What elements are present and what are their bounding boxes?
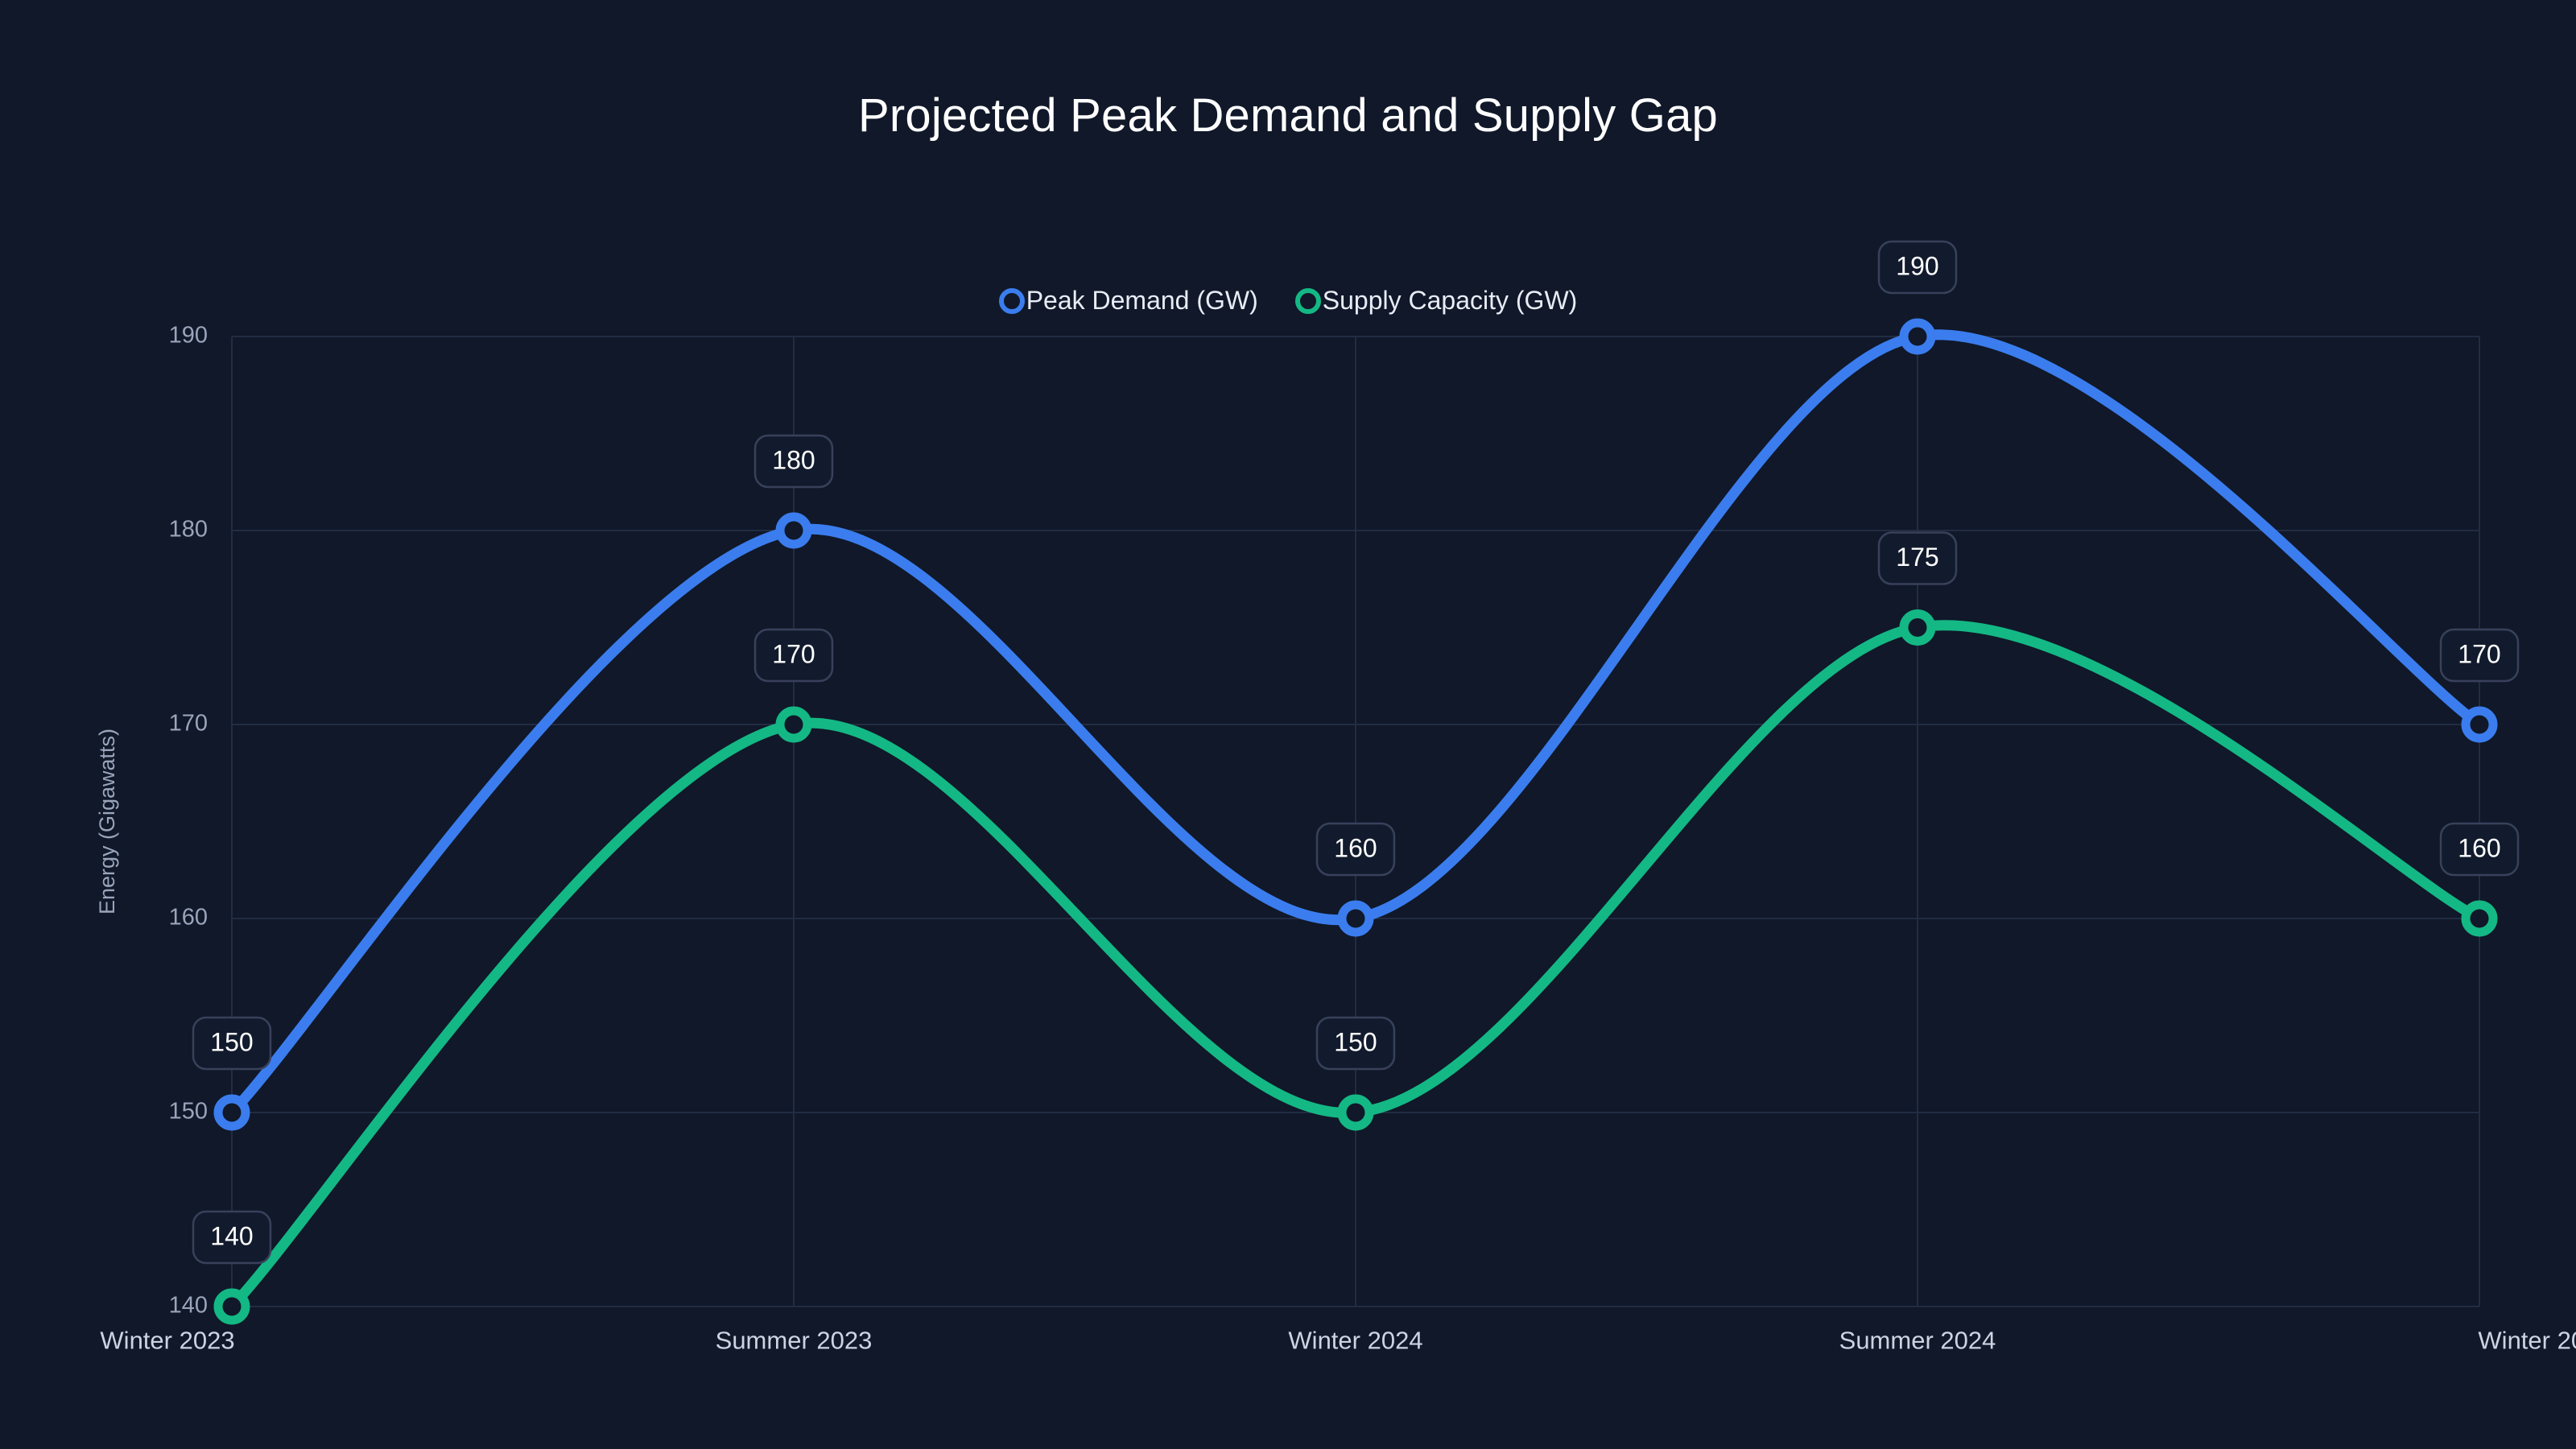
x-axis-tick-label: Winter 2023: [100, 1326, 234, 1354]
data-point-marker[interactable]: [1337, 1094, 1374, 1131]
data-label-value: 150: [210, 1027, 253, 1056]
gridlines: [231, 336, 2480, 1307]
data-point-marker[interactable]: [213, 1288, 250, 1325]
legend-item-supply-capacity[interactable]: Supply Capacity (GW): [1294, 286, 1578, 316]
data-point-marker[interactable]: [775, 512, 812, 549]
data-point-marker[interactable]: [1899, 318, 1936, 355]
data-label-value: 180: [772, 445, 815, 474]
x-axis-tick-label: Summer 2023: [716, 1326, 873, 1354]
legend-item-label: Supply Capacity (GW): [1322, 286, 1578, 315]
page-title: Projected Peak Demand and Supply Gap: [858, 89, 1718, 142]
data-label: 180: [753, 434, 834, 489]
data-label-value: 160: [1334, 833, 1377, 862]
data-label: 175: [1877, 531, 1958, 585]
y-axis-tick-label: 160: [169, 905, 208, 931]
data-label-value: 160: [2458, 833, 2500, 862]
data-label-value: 150: [1334, 1027, 1377, 1056]
y-axis-tick-label: 180: [169, 517, 208, 543]
data-label-value: 175: [1896, 543, 1938, 572]
data-label-box: [1315, 822, 1396, 877]
data-label-value: 140: [210, 1221, 253, 1250]
x-axis-ticks: Winter 2023 Summer 2023 Winter 2024 Summer …: [100, 1326, 2576, 1354]
data-label-box: [1315, 1016, 1396, 1071]
data-label: 150: [192, 1016, 272, 1071]
data-point-marker[interactable]: [1899, 609, 1936, 646]
series-markers[interactable]: [213, 318, 2498, 1325]
y-axis-ticks: 140 150 160 170 180 190: [169, 323, 208, 1319]
legend-marker-icon: [1294, 287, 1321, 314]
data-point-marker[interactable]: [1337, 900, 1374, 937]
data-label-box: [2439, 628, 2520, 683]
y-axis-tick-label: 140: [169, 1293, 208, 1319]
data-label-box: [753, 434, 834, 489]
data-label: 170: [753, 628, 834, 683]
data-label-value: 170: [772, 639, 815, 668]
legend-item-peak-demand[interactable]: Peak Demand (GW): [998, 286, 1258, 316]
x-axis-tick-label: Winter 2024: [1288, 1326, 1422, 1354]
data-point-marker[interactable]: [775, 706, 812, 743]
data-label-value: 170: [2458, 639, 2500, 668]
y-axis-tick-label: 150: [169, 1099, 208, 1125]
data-label-box: [2439, 822, 2520, 877]
data-label: 140: [192, 1210, 272, 1265]
x-axis-tick-label: Winter 2025: [2478, 1326, 2576, 1354]
data-label: 160: [2439, 822, 2520, 877]
x-axis-tick-label: Summer 2024: [1839, 1326, 1996, 1354]
data-point-marker[interactable]: [2461, 900, 2498, 937]
legend-item-label: Peak Demand (GW): [1026, 286, 1258, 315]
legend-marker-icon: [998, 287, 1025, 314]
y-axis-title-label: Energy (Gigawatts): [95, 729, 119, 914]
y-axis-tick-label: 170: [169, 711, 208, 737]
data-label-box: [753, 628, 834, 683]
data-label-box: [192, 1210, 272, 1265]
data-label-box: [192, 1016, 272, 1071]
y-axis-title: Energy (Gigawatts): [95, 729, 119, 914]
chart-legend: Peak Demand (GW) Supply Capacity (GW): [0, 286, 2576, 316]
data-label-box: [1877, 531, 1958, 585]
data-point-marker[interactable]: [213, 1094, 250, 1131]
data-label: 190: [1877, 240, 1958, 295]
data-label: 170: [2439, 628, 2520, 683]
data-labels: 150 180 160 190 170 140 170 150 175 160: [192, 240, 2520, 1265]
data-label-box: [1877, 240, 1958, 295]
y-axis-tick-label: 190: [169, 323, 208, 349]
data-point-marker[interactable]: [2461, 706, 2498, 743]
data-label: 150: [1315, 1016, 1396, 1071]
data-label-value: 190: [1896, 251, 1938, 280]
data-label: 160: [1315, 822, 1396, 877]
